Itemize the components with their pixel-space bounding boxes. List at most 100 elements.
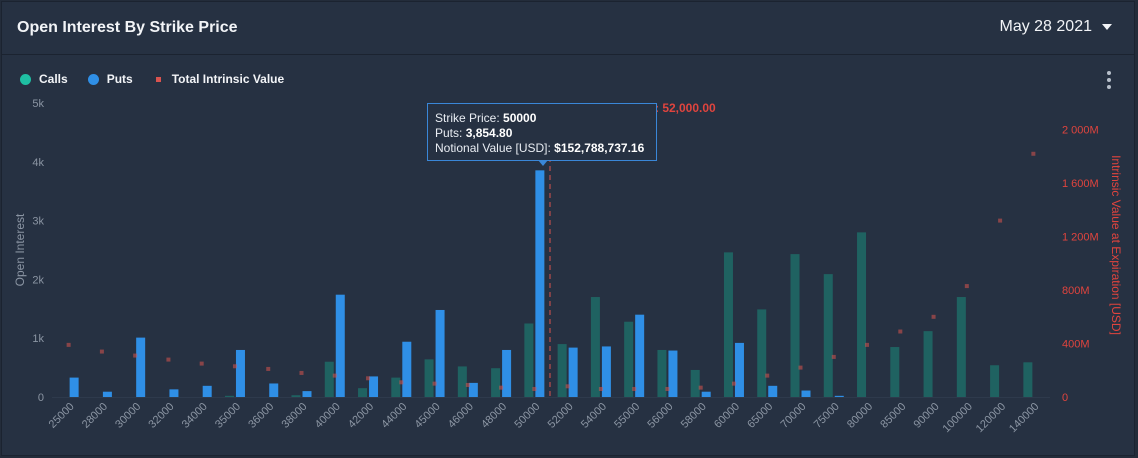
puts-bar bbox=[435, 309, 445, 397]
puts-bar bbox=[302, 391, 312, 397]
x-tick-label: 30000 bbox=[113, 401, 143, 431]
calls-bar bbox=[391, 377, 401, 397]
puts-bar bbox=[235, 349, 245, 397]
calls-bar bbox=[657, 349, 667, 397]
expiry-date-dropdown[interactable]: May 28 2021 bbox=[999, 18, 1112, 36]
x-tick-label: 85000 bbox=[878, 401, 908, 431]
tooltip-puts-value: 3,854.80 bbox=[465, 126, 513, 140]
puts-bar bbox=[834, 395, 844, 397]
calls-bar bbox=[324, 361, 334, 397]
puts-bar bbox=[601, 346, 611, 397]
x-tick-label: 40000 bbox=[313, 401, 343, 431]
x-tick-label: 35000 bbox=[213, 401, 243, 431]
puts-bar bbox=[335, 294, 345, 397]
calls-bar bbox=[524, 323, 534, 397]
expiry-date-value: May 28 2021 bbox=[999, 18, 1092, 35]
panel-header: Open Interest By Strike Price May 28 202… bbox=[2, 2, 1134, 55]
x-tick-label: 80000 bbox=[845, 401, 875, 431]
x-tick-label: 48000 bbox=[479, 401, 509, 431]
calls-bar bbox=[291, 395, 301, 397]
y-tick-label: 4k bbox=[32, 157, 44, 169]
intrinsic-value-point bbox=[232, 364, 237, 369]
intrinsic-value-point bbox=[532, 386, 537, 391]
calls-bar bbox=[923, 331, 933, 397]
y-tick-label: 0 bbox=[38, 392, 44, 404]
tooltip-puts-label: Puts: bbox=[435, 126, 466, 140]
intrinsic-value-point bbox=[831, 354, 836, 359]
intrinsic-value-point bbox=[199, 361, 204, 366]
intrinsic-value-point bbox=[598, 386, 603, 391]
legend-label-intrinsic: Total Intrinsic Value bbox=[171, 72, 285, 86]
puts-bar bbox=[269, 383, 279, 397]
x-tick-label: 65000 bbox=[745, 401, 775, 431]
intrinsic-value-point bbox=[499, 385, 504, 390]
legend-item-puts[interactable]: Puts bbox=[87, 72, 133, 86]
puts-bar bbox=[202, 385, 212, 397]
x-tick-label: 45000 bbox=[413, 401, 443, 431]
y-tick-label: 1k bbox=[32, 333, 44, 345]
intrinsic-value-point bbox=[166, 357, 171, 362]
puts-bar bbox=[169, 389, 179, 397]
x-tick-label: 70000 bbox=[779, 401, 809, 431]
calls-bar bbox=[557, 344, 567, 397]
puts-bar bbox=[502, 349, 512, 397]
x-tick-label: 90000 bbox=[912, 401, 942, 431]
chevron-down-icon bbox=[1102, 24, 1112, 30]
calls-bar bbox=[857, 232, 867, 397]
calls-legend-dot-icon bbox=[20, 73, 31, 85]
intrinsic-value-point bbox=[731, 381, 736, 386]
puts-bar bbox=[734, 342, 744, 397]
x-tick-label: 28000 bbox=[80, 401, 110, 431]
intrinsic-value-point bbox=[1031, 151, 1036, 156]
y2-tick-label: 2 000M bbox=[1062, 125, 1099, 137]
x-tick-label: 34000 bbox=[180, 401, 210, 431]
calls-bar bbox=[690, 369, 700, 397]
chart-tooltip: Strike Price: 50000 Puts: 3,854.80 Notio… bbox=[427, 103, 657, 161]
x-tick-label: 32000 bbox=[146, 401, 176, 431]
y-tick-label: 5k bbox=[32, 98, 44, 110]
puts-bar bbox=[69, 377, 79, 397]
intrinsic-value-point bbox=[66, 342, 71, 347]
intrinsic-value-point bbox=[399, 380, 404, 385]
calls-bar bbox=[890, 347, 900, 397]
legend-item-intrinsic[interactable]: Total Intrinsic Value bbox=[153, 72, 284, 86]
intrinsic-value-point bbox=[299, 370, 304, 375]
puts-bar bbox=[402, 341, 412, 397]
intrinsic-value-point bbox=[998, 218, 1003, 223]
legend-label-puts: Puts bbox=[106, 72, 133, 86]
calls-bar bbox=[956, 297, 966, 397]
calls-bar bbox=[1023, 362, 1033, 397]
intrinsic-value-point bbox=[931, 314, 936, 319]
x-tick-label: 36000 bbox=[246, 401, 276, 431]
tooltip-strike-value: 50000 bbox=[503, 111, 537, 125]
puts-bar bbox=[668, 350, 678, 397]
y2-tick-label: 800M bbox=[1062, 285, 1090, 297]
x-tick-label: 52000 bbox=[546, 401, 576, 431]
y-tick-label: 2k bbox=[32, 274, 44, 286]
x-tick-label: 55000 bbox=[612, 401, 642, 431]
intrinsic-value-point bbox=[266, 366, 271, 371]
calls-bar bbox=[358, 388, 368, 397]
intrinsic-value-point bbox=[632, 386, 637, 391]
calls-bar bbox=[757, 309, 767, 397]
puts-bar bbox=[136, 337, 146, 397]
kebab-menu-icon[interactable] bbox=[1106, 71, 1112, 89]
y2-tick-label: 0 bbox=[1062, 392, 1068, 404]
x-tick-label: 75000 bbox=[812, 401, 842, 431]
y2-tick-label: 1 600M bbox=[1062, 178, 1099, 190]
x-tick-label: 58000 bbox=[679, 401, 709, 431]
x-tick-label: 60000 bbox=[712, 401, 742, 431]
calls-bar bbox=[823, 274, 833, 397]
tooltip-notional-value: $152,788,737.16 bbox=[554, 141, 645, 155]
calls-bar bbox=[624, 321, 634, 397]
calls-bar bbox=[590, 297, 600, 397]
y-tick-label: 3k bbox=[32, 216, 44, 228]
intrinsic-value-point bbox=[898, 329, 903, 334]
x-tick-label: 44000 bbox=[379, 401, 409, 431]
calls-bar bbox=[723, 252, 733, 397]
intrinsic-value-point bbox=[332, 373, 337, 378]
intrinsic-value-point bbox=[465, 382, 470, 387]
x-tick-label: 46000 bbox=[446, 401, 476, 431]
legend-item-calls[interactable]: Calls bbox=[20, 72, 68, 86]
